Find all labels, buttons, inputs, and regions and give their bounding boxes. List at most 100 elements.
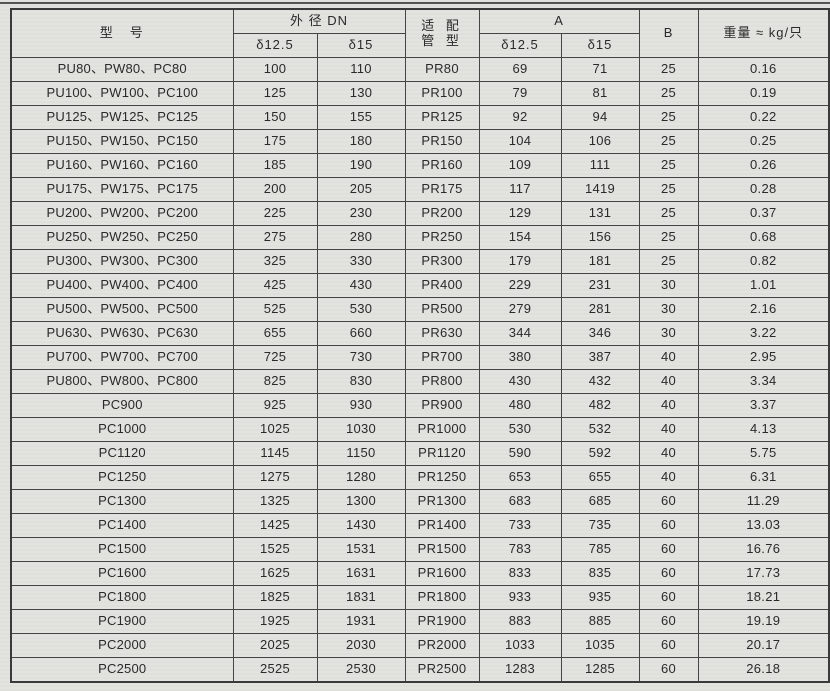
cell-weight: 0.82 bbox=[697, 249, 830, 274]
cell-a-d125: 279 bbox=[478, 297, 562, 322]
cell-dn-d15: 930 bbox=[316, 393, 406, 418]
cell-pipe-type: PR175 bbox=[404, 177, 480, 202]
cell-b: 25 bbox=[638, 153, 699, 178]
cell-pipe-type: PR800 bbox=[404, 369, 480, 394]
cell-a-d125: 79 bbox=[478, 81, 562, 106]
col-header-a: A bbox=[478, 8, 640, 34]
cell-model: PU150、PW150、PC150 bbox=[10, 129, 234, 154]
cell-dn-d15: 110 bbox=[316, 57, 406, 82]
table-row: PC1800 1825 1831 PR1800 933 935 60 18.21 bbox=[10, 585, 830, 610]
cell-a-d125: 129 bbox=[478, 201, 562, 226]
cell-a-d15: 346 bbox=[560, 321, 640, 346]
cell-dn-d15: 430 bbox=[316, 273, 406, 298]
cell-a-d125: 229 bbox=[478, 273, 562, 298]
cell-dn-d125: 655 bbox=[232, 321, 318, 346]
cell-dn-d15: 1300 bbox=[316, 489, 406, 514]
cell-pipe-type: PR150 bbox=[404, 129, 480, 154]
cell-b: 60 bbox=[638, 561, 699, 586]
cell-dn-d15: 155 bbox=[316, 105, 406, 130]
cell-dn-d15: 1030 bbox=[316, 417, 406, 442]
cell-dn-d15: 2530 bbox=[316, 657, 406, 683]
cell-dn-d15: 1831 bbox=[316, 585, 406, 610]
cell-b: 25 bbox=[638, 177, 699, 202]
cell-weight: 4.13 bbox=[697, 417, 830, 442]
cell-pipe-type: PR1900 bbox=[404, 609, 480, 634]
cell-model: PC2500 bbox=[10, 657, 234, 683]
cell-dn-d125: 1925 bbox=[232, 609, 318, 634]
pipe-spec-table: 型 号 外 径 DN 适 配 管 型 A B 重量 ≈ kg/只 δ12.5 δ… bbox=[10, 8, 830, 683]
header-row-top: 型 号 外 径 DN 适 配 管 型 A B 重量 ≈ kg/只 bbox=[10, 8, 830, 58]
cell-b: 25 bbox=[638, 57, 699, 82]
cell-dn-d125: 2525 bbox=[232, 657, 318, 683]
cell-a-d15: 71 bbox=[560, 57, 640, 82]
cell-a-d125: 883 bbox=[478, 609, 562, 634]
cell-a-d125: 783 bbox=[478, 537, 562, 562]
cell-a-d15: 111 bbox=[560, 153, 640, 178]
table-row: PC2000 2025 2030 PR2000 1033 1035 60 20.17 bbox=[10, 633, 830, 658]
col-header-a-delta15: δ15 bbox=[560, 33, 640, 58]
cell-dn-d15: 205 bbox=[316, 177, 406, 202]
cell-dn-d125: 125 bbox=[232, 81, 318, 106]
cell-b: 60 bbox=[638, 489, 699, 514]
table-row: PC1900 1925 1931 PR1900 883 885 60 19.19 bbox=[10, 609, 830, 634]
cell-b: 40 bbox=[638, 369, 699, 394]
cell-a-d125: 933 bbox=[478, 585, 562, 610]
cell-a-d125: 480 bbox=[478, 393, 562, 418]
cell-weight: 2.95 bbox=[697, 345, 830, 370]
cell-b: 40 bbox=[638, 393, 699, 418]
col-header-model: 型 号 bbox=[10, 8, 234, 58]
cell-dn-d125: 725 bbox=[232, 345, 318, 370]
cell-pipe-type: PR200 bbox=[404, 201, 480, 226]
cell-model: PC1600 bbox=[10, 561, 234, 586]
cell-weight: 3.37 bbox=[697, 393, 830, 418]
cell-dn-d125: 1025 bbox=[232, 417, 318, 442]
cell-model: PC1120 bbox=[10, 441, 234, 466]
table-row: PU200、PW200、PC200 225 230 PR200 129 131 25 0.37 bbox=[10, 201, 830, 226]
cell-pipe-type: PR1400 bbox=[404, 513, 480, 538]
cell-b: 40 bbox=[638, 345, 699, 370]
cell-dn-d15: 280 bbox=[316, 225, 406, 250]
cell-weight: 0.22 bbox=[697, 105, 830, 130]
cell-b: 30 bbox=[638, 297, 699, 322]
table-row: PC1250 1275 1280 PR1250 653 655 40 6.31 bbox=[10, 465, 830, 490]
table-row: PU500、PW500、PC500 525 530 PR500 279 281 30 2.16 bbox=[10, 297, 830, 322]
cell-b: 30 bbox=[638, 321, 699, 346]
cell-a-d125: 69 bbox=[478, 57, 562, 82]
cell-a-d15: 885 bbox=[560, 609, 640, 634]
cell-pipe-type: PR1800 bbox=[404, 585, 480, 610]
cell-model: PU500、PW500、PC500 bbox=[10, 297, 234, 322]
table-row: PU100、PW100、PC100 125 130 PR100 79 81 25 0.19 bbox=[10, 81, 830, 106]
cell-a-d125: 1033 bbox=[478, 633, 562, 658]
cell-dn-d125: 825 bbox=[232, 369, 318, 394]
table-row: PU800、PW800、PC800 825 830 PR800 430 432 40 3.34 bbox=[10, 369, 830, 394]
cell-weight: 0.16 bbox=[697, 57, 830, 82]
cell-dn-d15: 1280 bbox=[316, 465, 406, 490]
top-rule-line bbox=[0, 2, 830, 4]
cell-a-d125: 653 bbox=[478, 465, 562, 490]
cell-a-d125: 344 bbox=[478, 321, 562, 346]
cell-dn-d125: 100 bbox=[232, 57, 318, 82]
table-body: PU80、PW80、PC80 100 110 PR80 69 71 25 0.16 PU100、… bbox=[10, 57, 830, 683]
cell-dn-d15: 130 bbox=[316, 81, 406, 106]
cell-weight: 0.25 bbox=[697, 129, 830, 154]
cell-pipe-type: PR2000 bbox=[404, 633, 480, 658]
cell-dn-d125: 225 bbox=[232, 201, 318, 226]
cell-a-d15: 131 bbox=[560, 201, 640, 226]
cell-weight: 3.34 bbox=[697, 369, 830, 394]
cell-b: 25 bbox=[638, 81, 699, 106]
cell-b: 25 bbox=[638, 249, 699, 274]
cell-dn-d125: 1525 bbox=[232, 537, 318, 562]
cell-a-d15: 432 bbox=[560, 369, 640, 394]
cell-model: PU160、PW160、PC160 bbox=[10, 153, 234, 178]
cell-dn-d125: 1825 bbox=[232, 585, 318, 610]
cell-dn-d15: 730 bbox=[316, 345, 406, 370]
cell-model: PC1900 bbox=[10, 609, 234, 634]
col-header-pipe-type: 适 配 管 型 bbox=[404, 8, 480, 58]
cell-dn-d125: 1325 bbox=[232, 489, 318, 514]
col-header-dn-delta125: δ12.5 bbox=[232, 33, 318, 58]
cell-model: PU630、PW630、PC630 bbox=[10, 321, 234, 346]
cell-a-d15: 81 bbox=[560, 81, 640, 106]
cell-weight: 6.31 bbox=[697, 465, 830, 490]
cell-model: PC1400 bbox=[10, 513, 234, 538]
cell-weight: 20.17 bbox=[697, 633, 830, 658]
